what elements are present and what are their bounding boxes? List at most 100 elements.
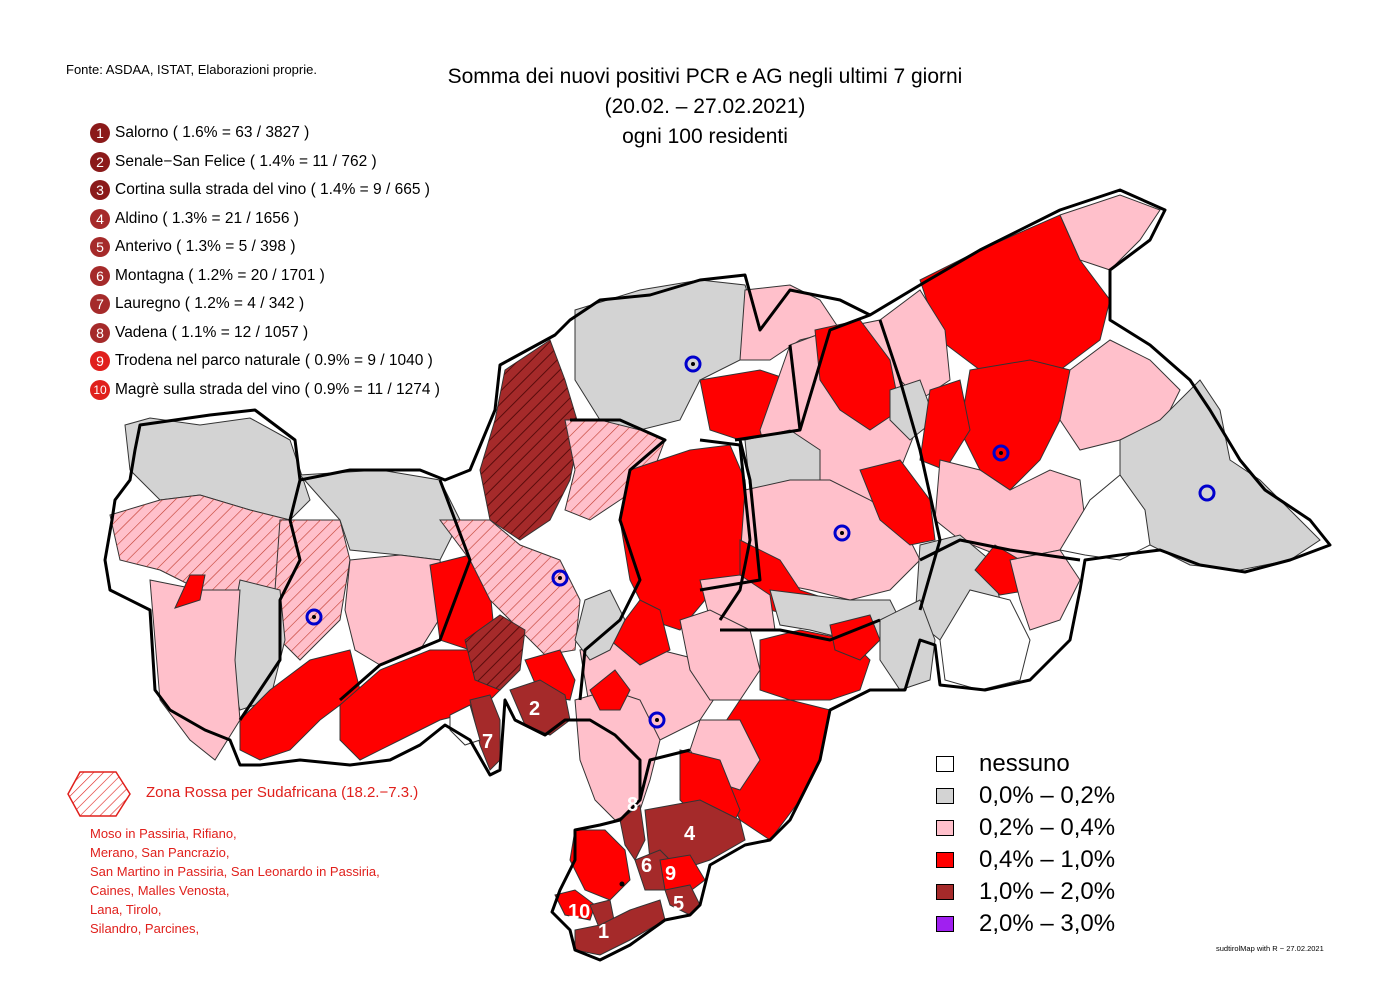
map-rank-labels: 1 2 4 5 6 7 8 9 10: [482, 698, 696, 943]
ranking-item: 4 Aldino ( 1.3% = 21 / 1656 ): [90, 205, 440, 234]
legend-item: 0,4% – 1,0%: [936, 844, 1115, 876]
red-zone-line: Lana, Tirolo,: [90, 902, 162, 917]
map-label: 5: [673, 893, 684, 915]
region-pink-laces: [344, 554, 446, 666]
legend-label: 0,0% – 0,2%: [979, 782, 1116, 809]
region-red-caldaro: [569, 829, 631, 901]
color-legend: nessuno 0,0% – 0,2% 0,2% – 0,4% 0,4% – 1…: [936, 748, 1115, 940]
town-markers: [305, 355, 1216, 887]
region-pink-aurina-ne: [1059, 194, 1161, 271]
source-note: Fonte: ASDAA, ISTAT, Elaborazioni propri…: [66, 62, 317, 77]
ranking-item: 6 Montagna ( 1.2% = 20 / 1701 ): [90, 262, 440, 291]
rank-badge: 9: [90, 351, 110, 372]
title-line-2: (20.02. – 27.02.2021): [604, 95, 806, 118]
ranking-text: Cortina sulla strada del vino ( 1.4% = 9…: [115, 181, 430, 199]
region-pink-badia-e: [1009, 549, 1081, 631]
legend-label: 1,0% – 2,0%: [979, 878, 1116, 905]
legend-swatch: [936, 852, 954, 868]
title-line-1: Somma dei nuovi positivi PCR e AG negli …: [447, 65, 963, 88]
rank-badge: 4: [90, 208, 110, 229]
region-vadena: [619, 804, 646, 861]
map-label: 9: [665, 863, 676, 885]
hatched-hexagon-icon: [67, 771, 131, 817]
region-red-bolzano-n: [609, 599, 671, 666]
ranking-text: Salorno ( 1.6% = 63 / 3827 ): [115, 124, 310, 142]
region-white-east: [1059, 474, 1151, 561]
legend-item: 0,2% – 0,4%: [936, 812, 1115, 844]
legend-swatch: [936, 884, 954, 900]
ranking-item: 5 Anterivo ( 1.3% = 5 / 398 ): [90, 233, 440, 262]
map-title: Somma dei nuovi positivi PCR e AG negli …: [330, 62, 1080, 152]
title-line-3: ogni 100 residenti: [622, 125, 788, 148]
legend-item: 2,0% – 3,0%: [936, 908, 1115, 940]
legend-item: 1,0% – 2,0%: [936, 876, 1115, 908]
region-pink-bolzano-e: [679, 609, 761, 701]
legend-item: 0,0% – 0,2%: [936, 780, 1115, 812]
legend-swatch: [936, 820, 954, 836]
region-red-brunico: [959, 359, 1071, 491]
rank-badge: 1: [90, 123, 110, 144]
rank-badge: 6: [90, 265, 110, 286]
rank-badge: 10: [90, 379, 110, 400]
ranking-text: Montagna ( 1.2% = 20 / 1701 ): [115, 266, 325, 284]
ranking-item: 1 Salorno ( 1.6% = 63 / 3827 ): [90, 119, 440, 148]
ranking-text: Trodena nel parco naturale ( 0.9% = 9 / …: [115, 352, 433, 370]
ranking-item: 10 Magrè sulla strada del vino ( 0.9% = …: [90, 376, 440, 405]
ranking-item: 7 Lauregno ( 1.2% = 4 / 342 ): [90, 290, 440, 319]
ranking-text: Vadena ( 1.1% = 12 / 1057 ): [115, 323, 309, 341]
ranking-item: 8 Vadena ( 1.1% = 12 / 1057 ): [90, 319, 440, 348]
region-pink-sw: [149, 579, 241, 761]
ranking-text: Magrè sulla strada del vino ( 0.9% = 11 …: [115, 380, 440, 398]
legend-swatch: [936, 916, 954, 932]
red-zone-line: Moso in Passiria, Rifiano,: [90, 826, 237, 841]
ranking-item: 9 Trodena nel parco naturale ( 0.9% = 9 …: [90, 347, 440, 376]
rank-badge: 3: [90, 180, 110, 201]
region-red-bressanone: [859, 459, 936, 546]
rank-badge: 2: [90, 151, 110, 172]
map-label: 1: [598, 921, 609, 943]
rank-badge: 8: [90, 322, 110, 343]
map-label: 4: [684, 823, 696, 845]
credit-note: sudtirolMap with R − 27.02.2021: [1216, 944, 1324, 953]
ranking-list: 1 Salorno ( 1.6% = 63 / 3827 ) 2 Senale−…: [90, 119, 440, 404]
rank-badge: 5: [90, 237, 110, 258]
region-red-brunico-w: [919, 379, 971, 471]
region-grey-bolzano-w: [574, 589, 626, 661]
region-grey-east: [1119, 379, 1321, 571]
red-zone-line: Caines, Malles Venosta,: [90, 883, 230, 898]
red-zone-legend: Zona Rossa per Sudafricana (18.2.−7.3.): [66, 770, 418, 825]
map-label: 6: [641, 855, 652, 877]
ranking-text: Anterivo ( 1.3% = 5 / 398 ): [115, 238, 296, 256]
region-white-badia: [939, 589, 1031, 691]
red-zone-municipalities: Moso in Passiria, Rifiano, Merano, San P…: [90, 824, 380, 938]
district-borders: [103, 188, 1332, 962]
legend-label: 0,4% – 1,0%: [979, 846, 1116, 873]
region-grey-small-ne: [889, 379, 936, 441]
red-zone-line: Merano, San Pancrazio,: [90, 845, 230, 860]
red-zone-label: Zona Rossa per Sudafricana (18.2.−7.3.): [146, 784, 419, 801]
region-trodena: [659, 854, 706, 896]
region-red-center: [814, 319, 901, 431]
ranking-text: Lauregno ( 1.2% = 4 / 342 ): [115, 295, 305, 313]
legend-label: 0,2% – 0,4%: [979, 814, 1116, 841]
ranking-text: Aldino ( 1.3% = 21 / 1656 ): [115, 209, 299, 227]
map-label: 2: [529, 698, 540, 720]
legend-swatch: [936, 756, 954, 772]
ranking-item: 3 Cortina sulla strada del vino ( 1.4% =…: [90, 176, 440, 205]
map-label: 7: [482, 731, 493, 753]
legend-item: nessuno: [936, 748, 1115, 780]
map-label: 10: [568, 901, 590, 923]
region-grey-gardena-e: [879, 599, 936, 691]
legend-swatch: [936, 788, 954, 804]
region-red-small: [174, 574, 206, 609]
legend-label: 2,0% – 3,0%: [979, 910, 1116, 937]
rank-badge: 7: [90, 294, 110, 315]
legend-label: nessuno: [979, 750, 1070, 777]
ranking-text: Senale−San Felice ( 1.4% = 11 / 762 ): [115, 152, 377, 170]
red-zone-line: Silandro, Parcines,: [90, 921, 200, 936]
map-label: 8: [627, 794, 638, 816]
ranking-item: 2 Senale−San Felice ( 1.4% = 11 / 762 ): [90, 148, 440, 177]
region-red-appiano: [589, 669, 631, 711]
red-zone-line: San Martino in Passiria, San Leonardo in…: [90, 864, 380, 879]
